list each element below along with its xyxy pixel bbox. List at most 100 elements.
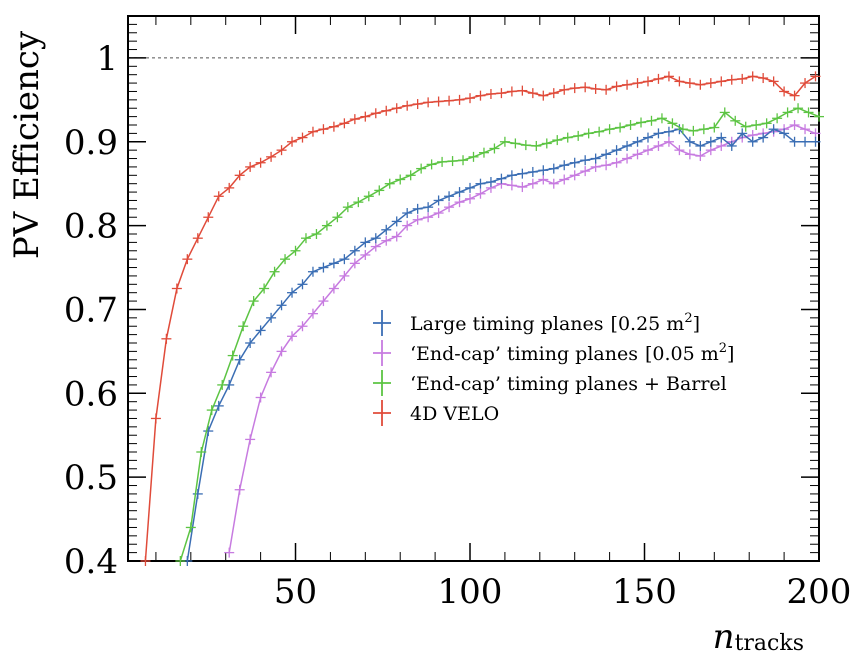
data-point [370,233,381,244]
data-point [213,400,224,411]
data-point [192,488,203,499]
data-point [496,173,507,184]
data-point [552,135,563,146]
data-point [695,140,706,151]
data-point [255,157,266,168]
data-point [370,108,381,119]
data-point [688,125,699,136]
legend-label: ‘End-cap’ timing planes [0.05 m2] [410,341,734,365]
data-point [444,95,455,106]
data-point [287,287,298,298]
data-point [779,128,790,139]
data-point [580,166,591,177]
data-point [642,145,653,156]
data-point [684,78,695,89]
data-point [150,413,161,424]
data-point [269,266,280,277]
x-axis-label-main: n [713,617,735,657]
data-point [705,145,716,156]
data-point [636,117,647,128]
data-point [227,350,238,361]
data-point [684,149,695,160]
data-point [810,136,821,147]
data-point [433,195,444,206]
data-point [426,159,437,170]
data-point [573,130,584,141]
data-point [412,99,423,110]
data-point [328,121,339,132]
data-point [800,136,811,147]
x-axis-label-sub: tracks [735,631,804,656]
data-point [625,120,636,130]
data-point [311,229,322,239]
data-point [569,170,580,181]
data-point [601,160,612,171]
data-point [622,79,633,90]
data-point [297,132,308,143]
data-point [206,405,217,416]
data-point [517,182,528,193]
data-point [642,76,653,87]
x-tick-label: 100 [438,572,503,612]
data-point [423,202,434,213]
data-point [793,103,804,114]
data-point [360,111,371,122]
data-point [520,140,531,151]
legend-item: 4D VELO [373,400,499,426]
legend-item: ‘End-cap’ timing planes [0.05 m2] [373,340,734,366]
data-point [475,188,486,199]
data-point [433,96,444,107]
data-point [695,151,706,162]
data-point [255,392,266,403]
y-tick-label: 0.4 [64,542,118,582]
data-point [175,556,186,566]
data-point [297,321,308,332]
y-tick-label: 0.7 [64,290,118,330]
data-point [321,220,332,231]
data-point [496,88,507,99]
data-point [318,262,329,273]
data-point [224,547,235,558]
data-point [559,84,570,95]
data-point [307,308,318,319]
data-point [615,122,626,133]
data-point [370,241,381,252]
data-point [465,93,476,104]
data-point [656,113,667,124]
data-point [332,212,343,223]
data-point [276,145,287,156]
data-point [391,103,402,114]
data-point [705,136,716,147]
data-point [499,136,510,147]
data-point [328,258,339,269]
data-point [653,73,664,84]
data-point [318,296,329,307]
legend-item: Large timing planes [0.25 m2] [373,310,700,336]
data-point [339,270,350,281]
data-point [203,212,214,223]
data-point [485,177,496,188]
data-point [559,174,570,185]
data-point [737,128,748,139]
data-point [517,85,528,96]
data-point [328,283,339,294]
data-point [611,145,622,156]
series-group [182,124,821,566]
data-point [353,197,364,208]
data-point [245,161,256,172]
legend-item: ‘End-cap’ timing planes + Barrel [373,370,727,396]
data-point [698,124,709,135]
data-point [444,202,455,213]
data-point [779,86,790,97]
data-point [475,90,486,101]
data-point [569,83,580,94]
data-point [381,105,392,116]
data-point [402,208,413,219]
data-point [447,156,458,167]
data-point [527,178,538,189]
data-point [814,111,824,122]
data-point [663,71,674,82]
data-point [234,170,245,181]
data-point [789,90,800,101]
data-point [360,249,371,260]
